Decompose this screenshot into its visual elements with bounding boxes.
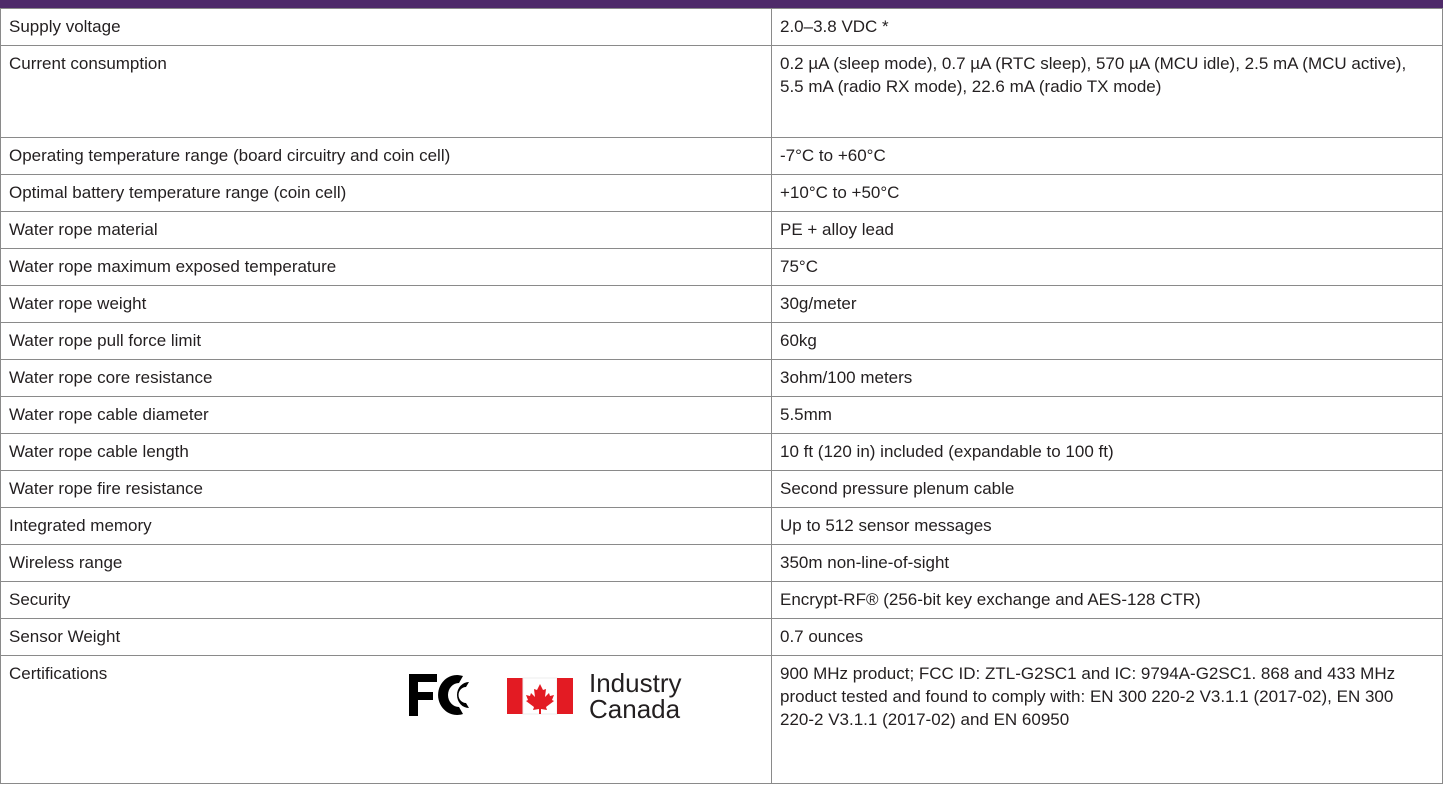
logo-svg: Industry Canada (409, 668, 682, 724)
spec-value: 0.2 µA (sleep mode), 0.7 µA (RTC sleep),… (771, 45, 1443, 138)
spec-value: Second pressure plenum cable (771, 470, 1443, 508)
cell-text: Up to 512 sensor messages (780, 516, 992, 535)
cell-text: 350m non-line-of-sight (780, 553, 950, 572)
cell-text: Supply voltage (9, 17, 121, 36)
cell-text: 10 ft (120 in) included (expandable to 1… (780, 442, 1114, 461)
cell-text: Water rope weight (9, 294, 147, 313)
spec-label: Water rope pull force limit (0, 322, 772, 360)
cell-text: Water rope cable length (9, 442, 189, 461)
spec-label: Water rope cable diameter (0, 396, 772, 434)
spec-label: Sensor Weight (0, 618, 772, 656)
spec-label: Water rope fire resistance (0, 470, 772, 508)
header-bar (0, 0, 1443, 8)
spec-value: 60kg (771, 322, 1443, 360)
spec-table: Supply voltage 2.0–3.8 VDC * Current consu… (0, 8, 1443, 784)
spec-value: 350m non-line-of-sight (771, 544, 1443, 582)
spec-row: Water rope fire resistance Second pressur… (0, 470, 1443, 508)
spec-row: Optimal battery temperature range (coin … (0, 174, 1443, 212)
cell-text: Certifications (9, 664, 108, 683)
cell-text: 5.5mm (780, 405, 832, 424)
spec-row: Water rope cable length 10 ft (120 in) in… (0, 433, 1443, 471)
cell-text: +10°C to +50°C (780, 183, 900, 202)
cell-text: 3ohm/100 meters (780, 368, 913, 387)
cell-text: Optimal battery temperature range (coin … (9, 183, 347, 202)
spec-value: 2.0–3.8 VDC * (771, 8, 1443, 46)
cell-text: Operating temperature range (board circu… (9, 146, 451, 165)
spec-row: Water rope maximum exposed temperature 75… (0, 248, 1443, 286)
spec-value: 10 ft (120 in) included (expandable to 1… (771, 433, 1443, 471)
spec-label: Current consumption (0, 45, 772, 138)
spec-row: Water rope material PE + alloy lead (0, 211, 1443, 249)
spec-label: Water rope core resistance (0, 359, 772, 397)
canada-flag (507, 677, 573, 715)
spec-label: Optimal battery temperature range (coin … (0, 174, 772, 212)
spec-label: Certifications Industry Canada (0, 655, 772, 784)
spec-row: Security Encrypt-RF® (256-bit key exchang… (0, 581, 1443, 619)
cell-text: Integrated memory (9, 516, 152, 535)
cell-text: Current consumption (9, 54, 167, 73)
cell-text: 900 MHz product; FCC ID: ZTL-G2SC1 and I… (780, 664, 1396, 729)
cell-text: Second pressure plenum cable (780, 479, 1015, 498)
spec-row: Water rope pull force limit 60kg (0, 322, 1443, 360)
cert-logos: Industry Canada (407, 664, 727, 730)
spec-value: Up to 512 sensor messages (771, 507, 1443, 545)
spec-label: Water rope material (0, 211, 772, 249)
logo-text: Industry (589, 668, 682, 698)
spec-label: Supply voltage (0, 8, 772, 46)
cell-text: 75°C (780, 257, 818, 276)
cell-text: PE + alloy lead (780, 220, 894, 239)
cell-text: Encrypt-RF® (256-bit key exchange and AE… (780, 590, 1201, 609)
cell-text: Water rope cable diameter (9, 405, 209, 424)
cell-text: Water rope fire resistance (9, 479, 203, 498)
spec-value: 75°C (771, 248, 1443, 286)
cell-text: Water rope maximum exposed temperature (9, 257, 337, 276)
spec-label: Water rope cable length (0, 433, 772, 471)
fcc-logo (409, 674, 469, 716)
spec-row: Current consumption 0.2 µA (sleep mode), … (0, 45, 1443, 138)
spec-row: Water rope cable diameter 5.5mm (0, 396, 1443, 434)
cell-text: Sensor Weight (9, 627, 121, 646)
cell-text: 30g/meter (780, 294, 857, 313)
logo-text: Canada (589, 694, 681, 724)
cell-text: Water rope material (9, 220, 158, 239)
spec-row: Sensor Weight 0.7 ounces (0, 618, 1443, 656)
spec-value: 900 MHz product; FCC ID: ZTL-G2SC1 and I… (771, 655, 1443, 784)
spec-label: Water rope weight (0, 285, 772, 323)
spec-row: Wireless range 350m non-line-of-sight (0, 544, 1443, 582)
spec-row: Certifications Industry Canada 900 MHz p… (0, 655, 1443, 784)
cell-text: -7°C to +60°C (780, 146, 886, 165)
spec-value: 0.7 ounces (771, 618, 1443, 656)
spec-label: Integrated memory (0, 507, 772, 545)
cell-text: 0.7 ounces (780, 627, 864, 646)
spec-row: Supply voltage 2.0–3.8 VDC * (0, 8, 1443, 46)
spec-value: -7°C to +60°C (771, 137, 1443, 175)
spec-value: +10°C to +50°C (771, 174, 1443, 212)
spec-label: Security (0, 581, 772, 619)
cell-text: 60kg (780, 331, 817, 350)
cell-text: 2.0–3.8 VDC * (780, 17, 889, 36)
spec-value: 3ohm/100 meters (771, 359, 1443, 397)
cell-text: 0.2 µA (sleep mode), 0.7 µA (RTC sleep),… (780, 54, 1407, 96)
spec-value: Encrypt-RF® (256-bit key exchange and AE… (771, 581, 1443, 619)
spec-value: PE + alloy lead (771, 211, 1443, 249)
spec-value: 30g/meter (771, 285, 1443, 323)
spec-value: 5.5mm (771, 396, 1443, 434)
cell-text: Security (9, 590, 71, 609)
spec-label: Water rope maximum exposed temperature (0, 248, 772, 286)
spec-label: Operating temperature range (board circu… (0, 137, 772, 175)
cell-text: Water rope pull force limit (9, 331, 202, 350)
spec-row: Operating temperature range (board circu… (0, 137, 1443, 175)
spec-row: Water rope core resistance 3ohm/100 meter… (0, 359, 1443, 397)
cell-text: Wireless range (9, 553, 123, 572)
cell-text: Water rope core resistance (9, 368, 213, 387)
spec-label: Wireless range (0, 544, 772, 582)
spec-row: Water rope weight 30g/meter (0, 285, 1443, 323)
spec-row: Integrated memory Up to 512 sensor messag… (0, 507, 1443, 545)
